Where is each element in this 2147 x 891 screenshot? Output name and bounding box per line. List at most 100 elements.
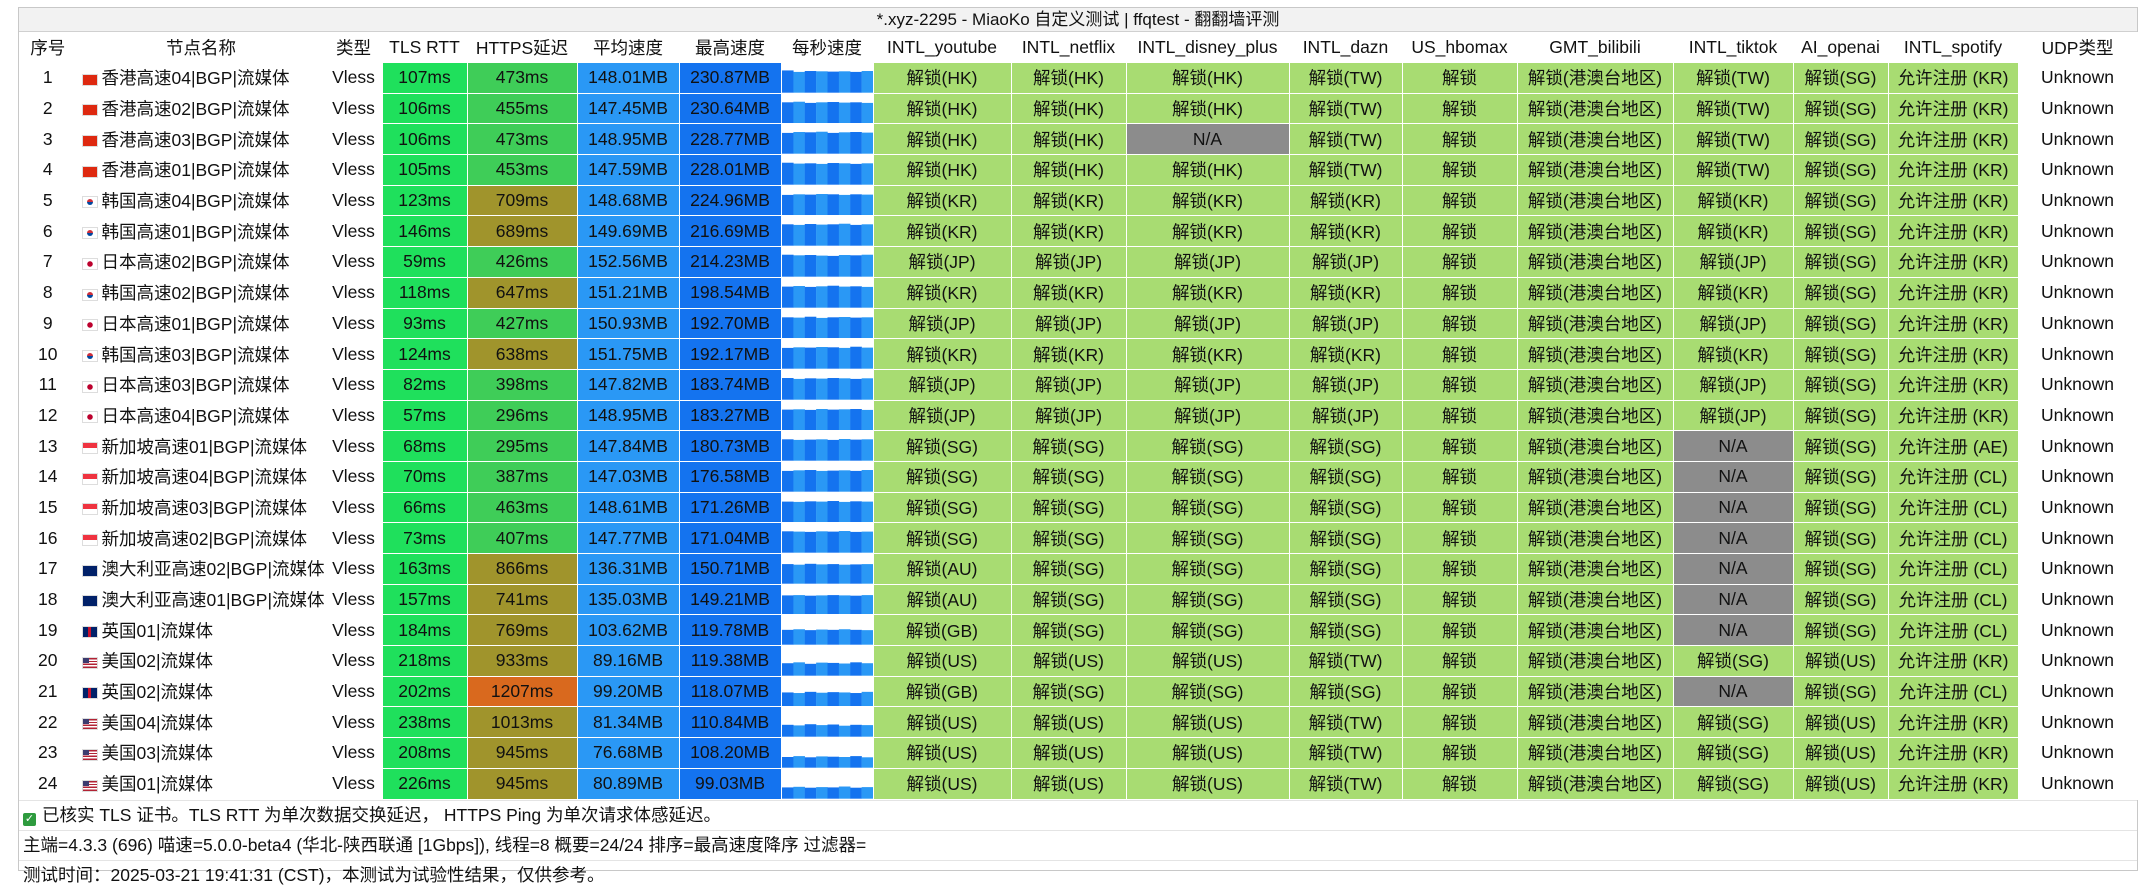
protocol-type: Vless [325,338,383,370]
column-header[interactable]: INTL_youtube [873,32,1012,63]
column-header[interactable]: 平均速度 [577,32,680,63]
column-header[interactable]: INTL_dazn [1289,32,1403,63]
node-name-cell: 新加坡高速02|BGP|流媒体 [77,522,326,554]
table-row[interactable]: 2 香港高速02|BGP|流媒体 Vless 106ms 455ms 147.45MB 23… [19,93,2138,125]
tiktok-result: 解锁(KR) [1673,338,1794,370]
speed-sample-bar [815,629,828,645]
disney-result: 解锁(JP) [1126,308,1290,340]
column-header[interactable]: 序号 [19,32,78,63]
column-header[interactable]: UDP类型 [2018,32,2138,63]
column-header[interactable]: INTL_tiktok [1673,32,1794,63]
udp-type: Unknown [2018,706,2138,739]
table-row[interactable]: 22 美国04|流媒体 Vless 238ms 1013ms 81.34MB 110.84M… [19,706,2138,739]
table-row[interactable]: 5 韩国高速04|BGP|流媒体 Vless 123ms 709ms 148.68MB 22… [19,185,2138,217]
openai-result: 解锁(SG) [1793,308,1889,340]
table-row[interactable]: 6 韩国高速01|BGP|流媒体 Vless 146ms 689ms 149.69MB 21… [19,215,2138,248]
speed-sparkline [781,492,874,524]
table-row[interactable]: 19 英国01|流媒体 Vless 184ms 769ms 103.62MB 119.78M… [19,614,2138,647]
node-name: 日本高速01|BGP|流媒体 [101,313,290,334]
netflix-result: 解锁(SG) [1011,461,1127,493]
max-speed: 230.87MB [679,62,782,94]
speed-sample-bar [792,132,805,154]
hbomax-result: 解锁 [1402,553,1518,585]
table-row[interactable]: 21 英国02|流媒体 Vless 202ms 1207ms 99.20MB 118.07M… [19,676,2138,708]
dazn-result: 解锁(TW) [1289,706,1403,739]
hbomax-result: 解锁 [1402,277,1518,309]
table-row[interactable]: 18 澳大利亚高速01|BGP|流媒体 Vless 157ms 741ms 135.03M… [19,584,2138,616]
column-header[interactable]: 节点名称 [77,32,326,63]
average-speed: 147.84MB [577,430,680,462]
column-header[interactable]: INTL_disney_plus [1126,32,1290,63]
column-header[interactable]: HTTPS延迟 [467,32,578,63]
hbomax-result: 解锁 [1402,246,1518,278]
node-name: 新加坡高速04|BGP|流媒体 [101,467,308,488]
https-latency: 945ms [467,768,578,800]
column-header[interactable]: INTL_spotify [1888,32,2019,63]
tiktok-result: 解锁(SG) [1673,768,1794,800]
hbomax-result: 解锁 [1402,93,1518,125]
table-row[interactable]: 17 澳大利亚高速02|BGP|流媒体 Vless 163ms 866ms 136.31M… [19,553,2138,585]
bilibili-result: 解锁(港澳台地区) [1517,277,1674,309]
speed-sample-bar [804,409,816,430]
speed-sample-bar [804,563,816,584]
speed-sparkline [781,768,874,800]
udp-type: Unknown [2018,768,2138,800]
speed-sample-bar [861,757,872,768]
node-name-cell: 美国04|流媒体 [77,706,326,739]
hk-flag-icon [81,135,98,148]
table-row[interactable]: 1 香港高速04|BGP|流媒体 Vless 107ms 473ms 148.01MB 23… [19,62,2138,94]
protocol-type: Vless [325,614,383,647]
tiktok-result: 解锁(KR) [1673,277,1794,309]
dazn-result: 解锁(JP) [1289,308,1403,340]
table-row[interactable]: 23 美国03|流媒体 Vless 208ms 945ms 76.68MB 108.20MB… [19,737,2138,769]
column-header[interactable]: INTL_netflix [1011,32,1127,63]
column-header[interactable]: TLS RTT [382,32,468,63]
column-header[interactable]: GMT_bilibili [1517,32,1674,63]
table-row[interactable]: 8 韩国高速02|BGP|流媒体 Vless 118ms 647ms 151.21MB 19… [19,277,2138,309]
speed-sample-bar [781,377,794,400]
disney-result: 解锁(US) [1126,645,1290,677]
table-row[interactable]: 15 新加坡高速03|BGP|流媒体 Vless 66ms 463ms 148.61MB 1… [19,492,2138,524]
table-row[interactable]: 7 日本高速02|BGP|流媒体 Vless 59ms 426ms 152.56MB 214… [19,246,2138,278]
table-row[interactable]: 14 新加坡高速04|BGP|流媒体 Vless 70ms 387ms 147.03MB 1… [19,461,2138,493]
dazn-result: 解锁(SG) [1289,522,1403,554]
table-row[interactable]: 11 日本高速03|BGP|流媒体 Vless 82ms 398ms 147.82MB 18… [19,369,2138,401]
speed-sample-bar [838,71,850,93]
speed-sample-bar [838,692,850,706]
node-name: 英国01|流媒体 [101,620,214,641]
udp-type: Unknown [2018,62,2138,94]
speed-sample-bar [781,254,794,277]
column-header[interactable]: 类型 [325,32,383,63]
per-second-speed-chart [781,662,872,676]
table-row[interactable]: 3 香港高速03|BGP|流媒体 Vless 106ms 473ms 148.95MB 22… [19,123,2138,156]
speed-sample-bar [838,102,850,123]
youtube-result: 解锁(US) [873,645,1012,677]
bilibili-result: 解锁(港澳台地区) [1517,768,1674,800]
table-row[interactable]: 16 新加坡高速02|BGP|流媒体 Vless 73ms 407ms 147.77MB 1… [19,522,2138,554]
openai-result: 解锁(SG) [1793,461,1889,493]
node-name-cell: 韩国高速04|BGP|流媒体 [77,185,326,217]
speed-sample-bar [849,470,862,492]
hbomax-result: 解锁 [1402,62,1518,94]
column-header[interactable]: 最高速度 [679,32,782,63]
column-header[interactable]: US_hbomax [1402,32,1518,63]
speed-sample-bar [781,470,794,492]
kr-flag-icon [81,227,98,240]
table-row[interactable]: 20 美国02|流媒体 Vless 218ms 933ms 89.16MB 119.38MB… [19,645,2138,677]
table-row[interactable]: 4 香港高速01|BGP|流媒体 Vless 105ms 453ms 147.59MB 22… [19,154,2138,186]
youtube-result: 解锁(SG) [873,461,1012,493]
column-header[interactable]: AI_openai [1793,32,1889,63]
table-row[interactable]: 10 韩国高速03|BGP|流媒体 Vless 124ms 638ms 151.75MB 1… [19,338,2138,370]
max-speed: 150.71MB [679,553,782,585]
column-header[interactable]: 每秒速度 [781,32,874,63]
netflix-result: 解锁(JP) [1011,400,1127,432]
table-row[interactable]: 13 新加坡高速01|BGP|流媒体 Vless 68ms 295ms 147.84MB 1… [19,430,2138,462]
table-row[interactable]: 9 日本高速01|BGP|流媒体 Vless 93ms 427ms 150.93MB 192… [19,308,2138,340]
table-row[interactable]: 24 美国01|流媒体 Vless 226ms 945ms 80.89MB 99.03MB 解… [19,768,2138,800]
youtube-result: 解锁(HK) [873,93,1012,125]
node-name-cell: 澳大利亚高速02|BGP|流媒体 [77,553,326,585]
speed-sample-bar [815,317,828,338]
tiktok-result: 解锁(TW) [1673,93,1794,125]
table-row[interactable]: 12 日本高速04|BGP|流媒体 Vless 57ms 296ms 148.95MB 18… [19,400,2138,432]
bilibili-result: 解锁(港澳台地区) [1517,369,1674,401]
